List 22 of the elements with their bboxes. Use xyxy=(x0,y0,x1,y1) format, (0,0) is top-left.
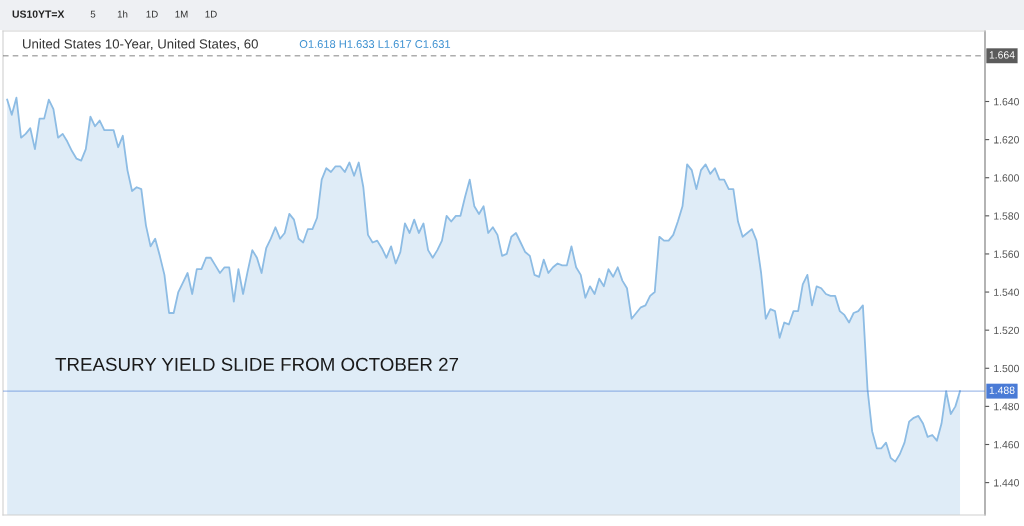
y-tick-label: 1.600 xyxy=(994,174,1019,182)
text: 1D xyxy=(205,10,217,18)
text: United States 10-Year, United States, 60 xyxy=(23,38,258,51)
y-tick-label: 1.560 xyxy=(994,250,1019,258)
text: 5 xyxy=(90,10,96,18)
y-tick-label: 1.500 xyxy=(994,364,1019,373)
y-tick-label: 1.440 xyxy=(994,479,1019,487)
annotation: TREASURY YIELD SLIDE FROM OCTOBER 27 xyxy=(55,357,459,372)
y-tick-label: 1.580 xyxy=(994,212,1019,220)
text: O1.618 H1.633 L1.617 C1.631 xyxy=(299,40,451,48)
y-tick-label: 1.640 xyxy=(994,98,1019,106)
y-tick-label: 1.620 xyxy=(994,136,1019,144)
text: 1h xyxy=(117,10,128,18)
text: US10YT=X xyxy=(12,10,65,18)
y-tick-label: 1.520 xyxy=(994,326,1019,335)
ref-line-label: 1.664 xyxy=(989,51,1015,59)
ref-line-label: 1.488 xyxy=(989,386,1015,394)
y-tick-label: 1.480 xyxy=(994,402,1019,411)
y-tick-label: 1.540 xyxy=(994,288,1019,296)
text: 1M xyxy=(175,10,188,18)
y-tick-label: 1.460 xyxy=(994,441,1019,449)
text: 1D xyxy=(146,10,158,18)
